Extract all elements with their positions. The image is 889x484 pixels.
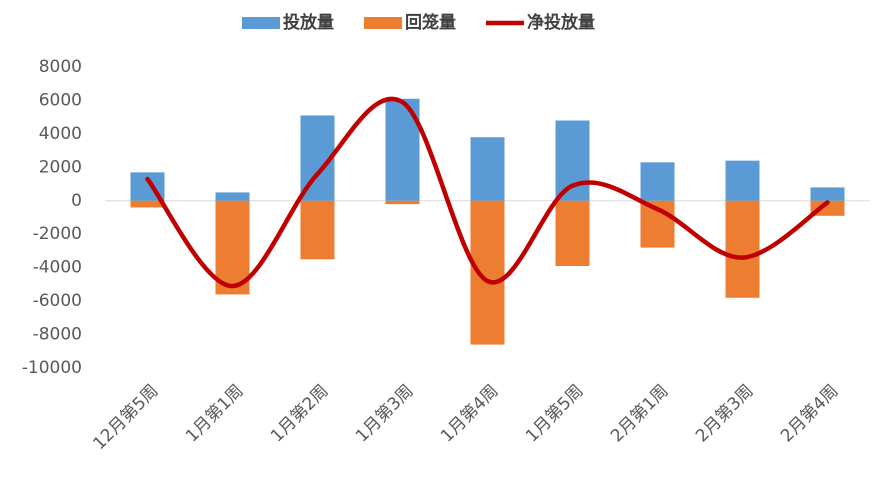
y-tick-label: 4000 xyxy=(39,124,82,144)
bar xyxy=(640,162,675,201)
line xyxy=(145,96,830,289)
bar xyxy=(810,187,845,201)
legend-swatch xyxy=(242,17,280,29)
bar xyxy=(385,200,420,205)
bar xyxy=(555,200,590,266)
bar xyxy=(555,120,590,201)
bar xyxy=(725,200,760,298)
y-tick-label: -2000 xyxy=(33,224,82,244)
bar xyxy=(215,192,250,201)
legend: 投放量 回笼量 净投放量 xyxy=(242,12,595,33)
y-tick-label: -6000 xyxy=(33,291,82,311)
y-tick-label: 6000 xyxy=(39,90,82,110)
bar xyxy=(215,200,250,295)
bar xyxy=(725,160,760,201)
y-tick-label: 8000 xyxy=(39,57,82,77)
bar xyxy=(130,200,165,208)
bar xyxy=(470,200,505,345)
y-tick-label: -10000 xyxy=(22,358,82,378)
x-tick-label: 1月第1周 xyxy=(182,381,248,447)
y-tick-label: -8000 xyxy=(33,325,82,345)
legend-label: 回笼量 xyxy=(405,12,456,33)
x-tick-label: 2月第3周 xyxy=(692,381,758,447)
bar xyxy=(810,200,845,216)
x-tick-label: 1月第5周 xyxy=(522,381,588,447)
x-tick-label: 2月第4周 xyxy=(777,381,843,447)
x-tick-label: 2月第1周 xyxy=(607,381,673,447)
x-tick-label: 1月第3周 xyxy=(352,381,418,447)
legend-swatch xyxy=(364,17,402,29)
y-tick-label: 0 xyxy=(71,191,82,211)
x-tick-label: 1月第2周 xyxy=(267,381,333,447)
legend-label: 投放量 xyxy=(283,12,334,33)
bar xyxy=(300,200,335,260)
bar xyxy=(470,137,505,201)
legend-label: 净投放量 xyxy=(527,12,595,33)
y-tick-label: -4000 xyxy=(33,258,82,278)
y-tick-label: 2000 xyxy=(39,157,82,177)
x-tick-label: 12月第5周 xyxy=(89,381,162,454)
x-tick-label: 1月第4周 xyxy=(437,381,503,447)
